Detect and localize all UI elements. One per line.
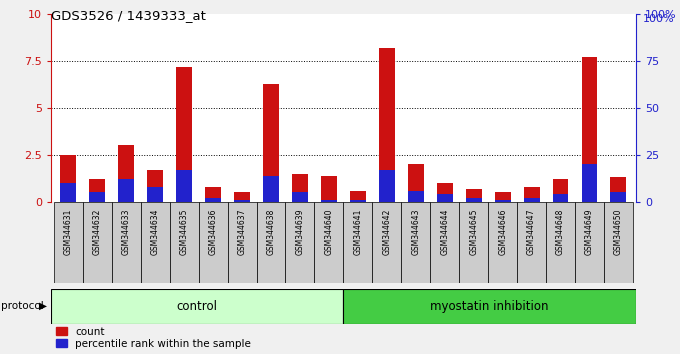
Text: GSM344648: GSM344648 (556, 208, 565, 255)
Bar (286, 202, 314, 283)
Bar (494, 193, 511, 202)
Text: GSM344650: GSM344650 (614, 208, 623, 255)
Bar (546, 202, 575, 283)
Text: GSM344642: GSM344642 (382, 208, 391, 255)
Bar (553, 179, 568, 202)
Bar (148, 187, 163, 202)
Bar (205, 187, 221, 202)
Text: GSM344639: GSM344639 (296, 208, 305, 255)
Bar (199, 202, 228, 283)
Bar (234, 193, 250, 202)
Text: GSM344647: GSM344647 (527, 208, 536, 255)
Bar (553, 194, 568, 202)
Bar (524, 187, 539, 202)
Bar (517, 202, 546, 283)
Bar (176, 170, 192, 202)
Bar (256, 202, 286, 283)
Bar (292, 193, 308, 202)
Legend: count, percentile rank within the sample: count, percentile rank within the sample (56, 327, 251, 349)
Bar (343, 202, 373, 283)
Bar (51, 289, 343, 324)
Bar (459, 202, 488, 283)
Bar (488, 202, 517, 283)
Bar (263, 176, 279, 202)
Text: protocol: protocol (1, 301, 44, 311)
Text: GSM344635: GSM344635 (180, 208, 188, 255)
Bar (466, 189, 481, 202)
Bar (437, 194, 453, 202)
Bar (112, 202, 141, 283)
Text: GSM344632: GSM344632 (93, 208, 102, 255)
Bar (89, 193, 105, 202)
Text: GSM344640: GSM344640 (324, 208, 333, 255)
Bar (379, 170, 395, 202)
Text: GSM344649: GSM344649 (585, 208, 594, 255)
Bar (611, 177, 626, 202)
Bar (61, 155, 76, 202)
Bar (54, 202, 83, 283)
Bar (494, 200, 511, 202)
Bar (611, 193, 626, 202)
Bar (118, 145, 134, 202)
Bar (176, 67, 192, 202)
Text: GSM344645: GSM344645 (469, 208, 478, 255)
Bar (401, 202, 430, 283)
Bar (581, 164, 598, 202)
Bar (321, 200, 337, 202)
Bar (263, 84, 279, 202)
Text: myostatin inhibition: myostatin inhibition (430, 300, 549, 313)
Text: GSM344634: GSM344634 (151, 208, 160, 255)
Text: 100%: 100% (643, 14, 675, 24)
Bar (575, 202, 604, 283)
Text: GSM344644: GSM344644 (440, 208, 449, 255)
Bar (83, 202, 112, 283)
Text: GSM344637: GSM344637 (237, 208, 247, 255)
Text: control: control (177, 300, 218, 313)
Bar (437, 183, 453, 202)
Text: GSM344641: GSM344641 (354, 208, 362, 255)
Bar (408, 164, 424, 202)
Bar (581, 57, 598, 202)
Bar (89, 179, 105, 202)
Bar (148, 170, 163, 202)
Text: GDS3526 / 1439333_at: GDS3526 / 1439333_at (51, 9, 206, 22)
Bar (118, 179, 134, 202)
Bar (343, 289, 636, 324)
Bar (604, 202, 633, 283)
Bar (379, 48, 395, 202)
Bar (292, 174, 308, 202)
Text: GSM344633: GSM344633 (122, 208, 131, 255)
Bar (408, 190, 424, 202)
Bar (350, 190, 366, 202)
Text: GSM344643: GSM344643 (411, 208, 420, 255)
Bar (314, 202, 343, 283)
Bar (350, 200, 366, 202)
Bar (234, 200, 250, 202)
Text: GSM344638: GSM344638 (267, 208, 275, 255)
Bar (170, 202, 199, 283)
Bar (466, 198, 481, 202)
Text: ▶: ▶ (39, 301, 48, 311)
Bar (205, 198, 221, 202)
Bar (373, 202, 401, 283)
Text: GSM344631: GSM344631 (64, 208, 73, 255)
Bar (524, 198, 539, 202)
Bar (141, 202, 170, 283)
Text: GSM344646: GSM344646 (498, 208, 507, 255)
Bar (61, 183, 76, 202)
Bar (321, 176, 337, 202)
Bar (430, 202, 459, 283)
Bar (228, 202, 256, 283)
Text: GSM344636: GSM344636 (209, 208, 218, 255)
